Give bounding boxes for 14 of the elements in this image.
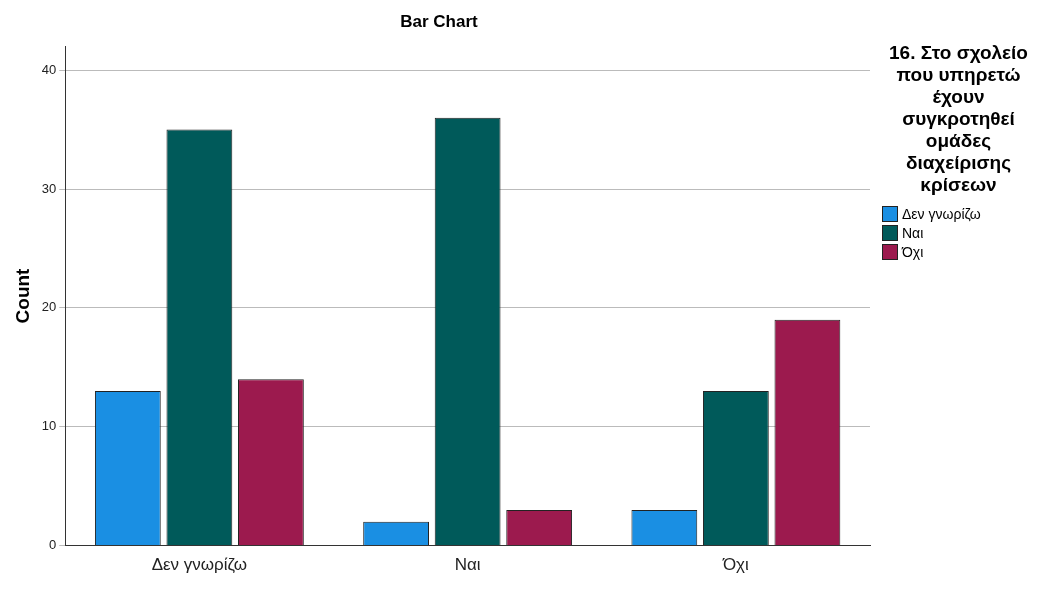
legend-title: 16. Στο σχολείο που υπηρετώ έχουν συγκροτηθεί ομάδες διαχείρισης κρίσεων [888,42,1029,196]
legend-label: Όχι [902,244,924,260]
legend-label: Δεν γνωρίζω [902,206,981,222]
y-tick-label: 20 [41,299,57,315]
y-tick-label: 40 [41,61,57,77]
x-tick-label: Ναι [454,555,481,575]
x-tick-label: Όχι [721,555,750,575]
legend-label: Ναι [902,225,924,241]
x-tick-label: Δεν γνωρίζω [151,555,248,575]
chart-title: Bar Chart [400,11,479,31]
y-tick-label: 30 [41,180,57,196]
y-tick-label: 0 [49,537,57,553]
y-axis-title: Count [11,267,33,324]
y-tick-label: 10 [41,418,57,434]
